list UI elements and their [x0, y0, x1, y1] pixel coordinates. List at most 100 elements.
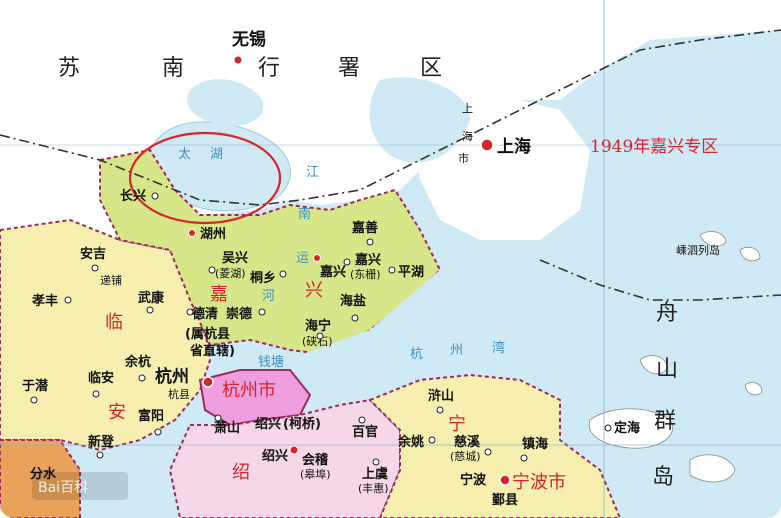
- label-wukang: 武康: [138, 290, 165, 306]
- ningbo-marker: [499, 474, 511, 486]
- jiaxing-marker: [313, 254, 321, 262]
- label-sunan-3: 行: [258, 56, 282, 81]
- label-changjiang: 江: [306, 165, 319, 180]
- label-huzhou: 湖州: [200, 227, 226, 242]
- label-zhenhai: 镇海: [522, 436, 548, 452]
- xieshan-marker: [436, 406, 444, 414]
- label-shangyu-sub: (丰惠): [358, 481, 389, 495]
- hangzhou-bay: [300, 250, 781, 420]
- dinghai-marker: [604, 424, 612, 432]
- shangyu-marker: [372, 458, 380, 466]
- label-shaoxing: 绍兴: [255, 416, 281, 432]
- label-hzw-3: 湾: [492, 340, 505, 356]
- label-shaoxing-sub: (柯桥): [283, 416, 321, 432]
- label-cixi: 慈溪: [454, 434, 481, 450]
- sea-boundary: [599, 29, 781, 71]
- label-shengsi: 嵊泗列岛: [676, 243, 720, 257]
- changjiang-estuary: [369, 77, 470, 163]
- label-zhoushan-2: 山: [656, 357, 680, 382]
- label-wuxing: 吴兴: [222, 250, 248, 266]
- label-ningbo-city: 宁波市: [512, 472, 566, 493]
- label-an-big: 安: [108, 402, 126, 423]
- label-tongxiang: 桐乡: [250, 270, 276, 286]
- label-shanghai-vertical-3: 市: [458, 151, 469, 165]
- label-zhoushan-4: 岛: [652, 465, 676, 490]
- haiyan-marker: [351, 314, 359, 322]
- label-anji: 安吉: [80, 246, 106, 262]
- label-yuhang: 余杭: [124, 354, 151, 370]
- jiaxing-east-marker: [343, 258, 351, 266]
- region-ningbo: [368, 373, 622, 518]
- label-kuaiji: 会稽: [302, 452, 328, 468]
- label-xindeng: 新登: [88, 434, 115, 450]
- label-linan: 临安: [88, 370, 114, 386]
- label-shangyu: 上虞: [362, 466, 389, 482]
- label-baiguan: 百官: [352, 424, 378, 440]
- label-taihu-1: 太: [178, 147, 191, 162]
- yuqian-marker: [30, 396, 38, 404]
- wukang-marker: [146, 306, 154, 314]
- region-fenshui: [0, 439, 81, 518]
- island-small-2: [639, 355, 669, 375]
- label-haiyan: 海盐: [340, 293, 366, 309]
- island-zhoushan: [588, 408, 673, 449]
- island-small-5: [744, 382, 763, 396]
- yuhang-marker: [138, 374, 146, 382]
- label-yunhe-1: 运: [296, 251, 309, 266]
- label-sunan-4: 署: [338, 56, 362, 81]
- changxing-marker: [151, 192, 159, 200]
- region-jiaxing: [99, 148, 442, 357]
- wuxing-marker: [208, 266, 216, 274]
- label-pinghu: 平湖: [398, 265, 424, 280]
- island-small-1: [689, 454, 736, 483]
- label-shanghai-vertical-1: 上: [462, 102, 473, 115]
- yuyao-marker: [428, 436, 436, 444]
- label-sunan-1: 苏: [58, 56, 82, 81]
- xindeng-marker: [96, 451, 104, 459]
- shaoxing-marker: [289, 445, 299, 455]
- label-jiashan: 嘉善: [351, 220, 378, 236]
- label-hangzhou-city: 杭州市: [222, 380, 276, 401]
- lake-upper: [187, 79, 264, 127]
- label-yuyao: 余姚: [397, 434, 424, 450]
- linan-marker: [92, 390, 100, 398]
- highlight-circle: [128, 131, 282, 225]
- pinghu-marker: [388, 266, 396, 274]
- cixi-marker: [484, 448, 492, 456]
- label-sunan-5: 区: [420, 56, 444, 81]
- label-shaoxing-main: 绍兴: [262, 448, 288, 464]
- label-yunhe-2: 河: [262, 289, 275, 304]
- label-taihu-2: 湖: [210, 147, 223, 162]
- label-xiaoshan: 萧山: [214, 420, 240, 436]
- zhenhai-marker: [520, 454, 528, 462]
- label-sunan-2: 南: [162, 56, 186, 81]
- hangzhou-marker: [202, 376, 214, 388]
- label-jiaxing-east-sub: (东栅): [350, 267, 381, 281]
- label-hangzhou: 杭州: [155, 366, 189, 387]
- anji-marker: [91, 264, 99, 272]
- wuxi-marker: [233, 55, 243, 65]
- label-kuaiji-sub: (皋埠): [300, 467, 331, 481]
- region-linan: [0, 218, 212, 452]
- province-boundary: [0, 69, 601, 206]
- label-qiantang: 钱塘: [258, 354, 284, 370]
- jiashan-marker: [366, 238, 374, 246]
- deqing-marker: [186, 308, 194, 316]
- label-wuxi: 无锡: [231, 29, 266, 50]
- label-shanghai: 上海: [497, 136, 531, 157]
- label-haining: 海宁: [305, 318, 331, 334]
- island-small-3: [699, 231, 727, 247]
- haining-marker: [316, 332, 324, 340]
- label-shanghai-vertical-2: 海: [462, 129, 473, 143]
- label-lin-big: 临: [105, 312, 123, 333]
- tongxiang-marker: [279, 270, 287, 278]
- map-title: 1949年嘉兴专区: [590, 137, 718, 157]
- label-dinghai: 定海: [613, 420, 640, 436]
- label-jia-big: 嘉: [210, 284, 228, 305]
- label-zhoushan-3: 群: [654, 409, 678, 434]
- label-yinxian: 鄞县: [492, 492, 518, 508]
- label-xing-big: 兴: [305, 280, 323, 301]
- baiguan-marker: [358, 416, 366, 424]
- fuyang-marker: [154, 428, 162, 436]
